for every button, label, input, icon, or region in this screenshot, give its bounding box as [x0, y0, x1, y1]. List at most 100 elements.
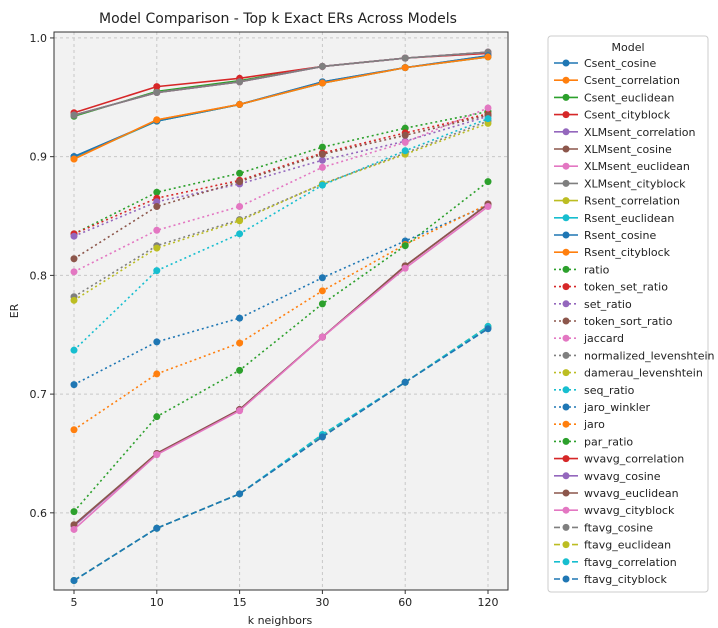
data-point	[153, 524, 161, 532]
data-point	[153, 451, 161, 459]
series-line	[73, 114, 489, 260]
legend-item: damerau_levenshtein	[554, 367, 703, 380]
legend-label: ftavg_euclidean	[584, 539, 671, 552]
series-token-sort-ratio	[70, 111, 492, 263]
legend-title: Model	[611, 41, 644, 54]
legend-label: set_ratio	[584, 298, 632, 311]
legend-item: token_set_ratio	[554, 281, 668, 294]
y-tick-label: 0.9	[30, 151, 48, 164]
legend-item: ratio	[554, 263, 610, 276]
legend-marker	[562, 506, 570, 514]
legend-label: wvavg_euclidean	[584, 487, 679, 500]
legend-marker	[562, 111, 570, 119]
legend-marker	[562, 231, 570, 239]
data-point	[153, 203, 161, 211]
data-point	[70, 508, 78, 516]
data-point	[70, 155, 78, 163]
legend-label: wvavg_correlation	[584, 453, 684, 466]
legend-marker	[562, 403, 570, 411]
data-point	[401, 242, 409, 250]
legend-item: Rsent_correlation	[554, 195, 680, 208]
data-point	[236, 230, 244, 238]
series-line	[73, 204, 489, 386]
data-point	[236, 78, 244, 86]
x-axis-label: k neighbors	[248, 614, 313, 627]
legend-label: ratio	[584, 263, 610, 276]
legend-label: Csent_cosine	[584, 57, 657, 70]
data-point	[70, 426, 78, 434]
legend-label: jaro_winkler	[583, 401, 651, 414]
series-line	[73, 51, 489, 116]
data-point	[401, 64, 409, 72]
series-par-ratio	[70, 178, 492, 516]
legend-marker	[562, 145, 570, 153]
series-line	[73, 107, 489, 273]
legend-label: Csent_cityblock	[584, 109, 671, 122]
legend-marker	[562, 334, 570, 342]
legend-item: par_ratio	[554, 435, 633, 448]
legend-label: XLMsent_correlation	[584, 126, 695, 139]
y-axis: 0.6 0.7 0.8 0.9 1.0	[30, 32, 54, 520]
series-layer	[70, 48, 492, 585]
legend-marker	[562, 437, 570, 445]
data-point	[318, 163, 326, 171]
x-tick-label: 5	[71, 596, 78, 609]
legend-label: ftavg_correlation	[584, 556, 677, 569]
x-tick-label: 15	[233, 596, 247, 609]
legend-marker	[562, 93, 570, 101]
legend-item: Rsent_cosine	[554, 229, 656, 242]
legend-item: set_ratio	[554, 298, 632, 311]
legend-label: damerau_levenshtein	[584, 367, 703, 380]
legend-marker	[562, 317, 570, 325]
legend-label: seq_ratio	[584, 384, 635, 397]
data-point	[318, 287, 326, 295]
data-point	[318, 79, 326, 87]
series-line	[73, 56, 489, 160]
legend-label: XLMsent_cosine	[584, 143, 672, 156]
data-point	[236, 217, 244, 225]
data-point	[236, 407, 244, 415]
data-point	[153, 188, 161, 196]
data-point	[153, 83, 161, 91]
y-axis-label: ER	[8, 303, 21, 318]
plot-area	[54, 32, 508, 590]
legend-item: Csent_correlation	[554, 74, 680, 87]
legend-item: Csent_euclidean	[554, 91, 674, 104]
legend-marker	[562, 265, 570, 273]
legend-item: wvavg_correlation	[554, 453, 684, 466]
legend-item: XLMsent_cityblock	[554, 177, 686, 190]
legend-item: ftavg_euclidean	[554, 539, 671, 552]
data-point	[153, 244, 161, 252]
legend-item: Csent_cosine	[554, 57, 657, 70]
data-point	[484, 203, 492, 211]
legend-item: wvavg_cosine	[554, 470, 661, 483]
data-point	[401, 138, 409, 146]
data-point	[318, 150, 326, 158]
data-point	[153, 338, 161, 346]
data-point	[318, 181, 326, 189]
legend-marker	[562, 472, 570, 480]
series-line	[73, 113, 489, 235]
data-point	[318, 62, 326, 70]
data-point	[236, 100, 244, 108]
legend-label: token_sort_ratio	[584, 315, 673, 328]
x-tick-label: 60	[398, 596, 412, 609]
x-tick-label: 10	[150, 596, 164, 609]
legend-item: XLMsent_cosine	[554, 143, 672, 156]
data-point	[153, 89, 161, 97]
y-tick-label: 1.0	[30, 32, 48, 45]
legend-marker	[562, 369, 570, 377]
x-tick-label: 120	[478, 596, 499, 609]
data-point	[401, 131, 409, 139]
data-point	[153, 226, 161, 234]
legend-marker	[562, 283, 570, 291]
legend-marker	[562, 489, 570, 497]
legend-items: Csent_cosine Csent_correlation Csent_eucli…	[554, 57, 715, 586]
legend-marker	[562, 300, 570, 308]
data-point	[484, 115, 492, 123]
legend-label: wvavg_cosine	[584, 470, 661, 483]
legend-marker	[562, 420, 570, 428]
x-axis: 5 10 15 30 60 120	[71, 590, 499, 609]
series-line	[73, 205, 489, 531]
